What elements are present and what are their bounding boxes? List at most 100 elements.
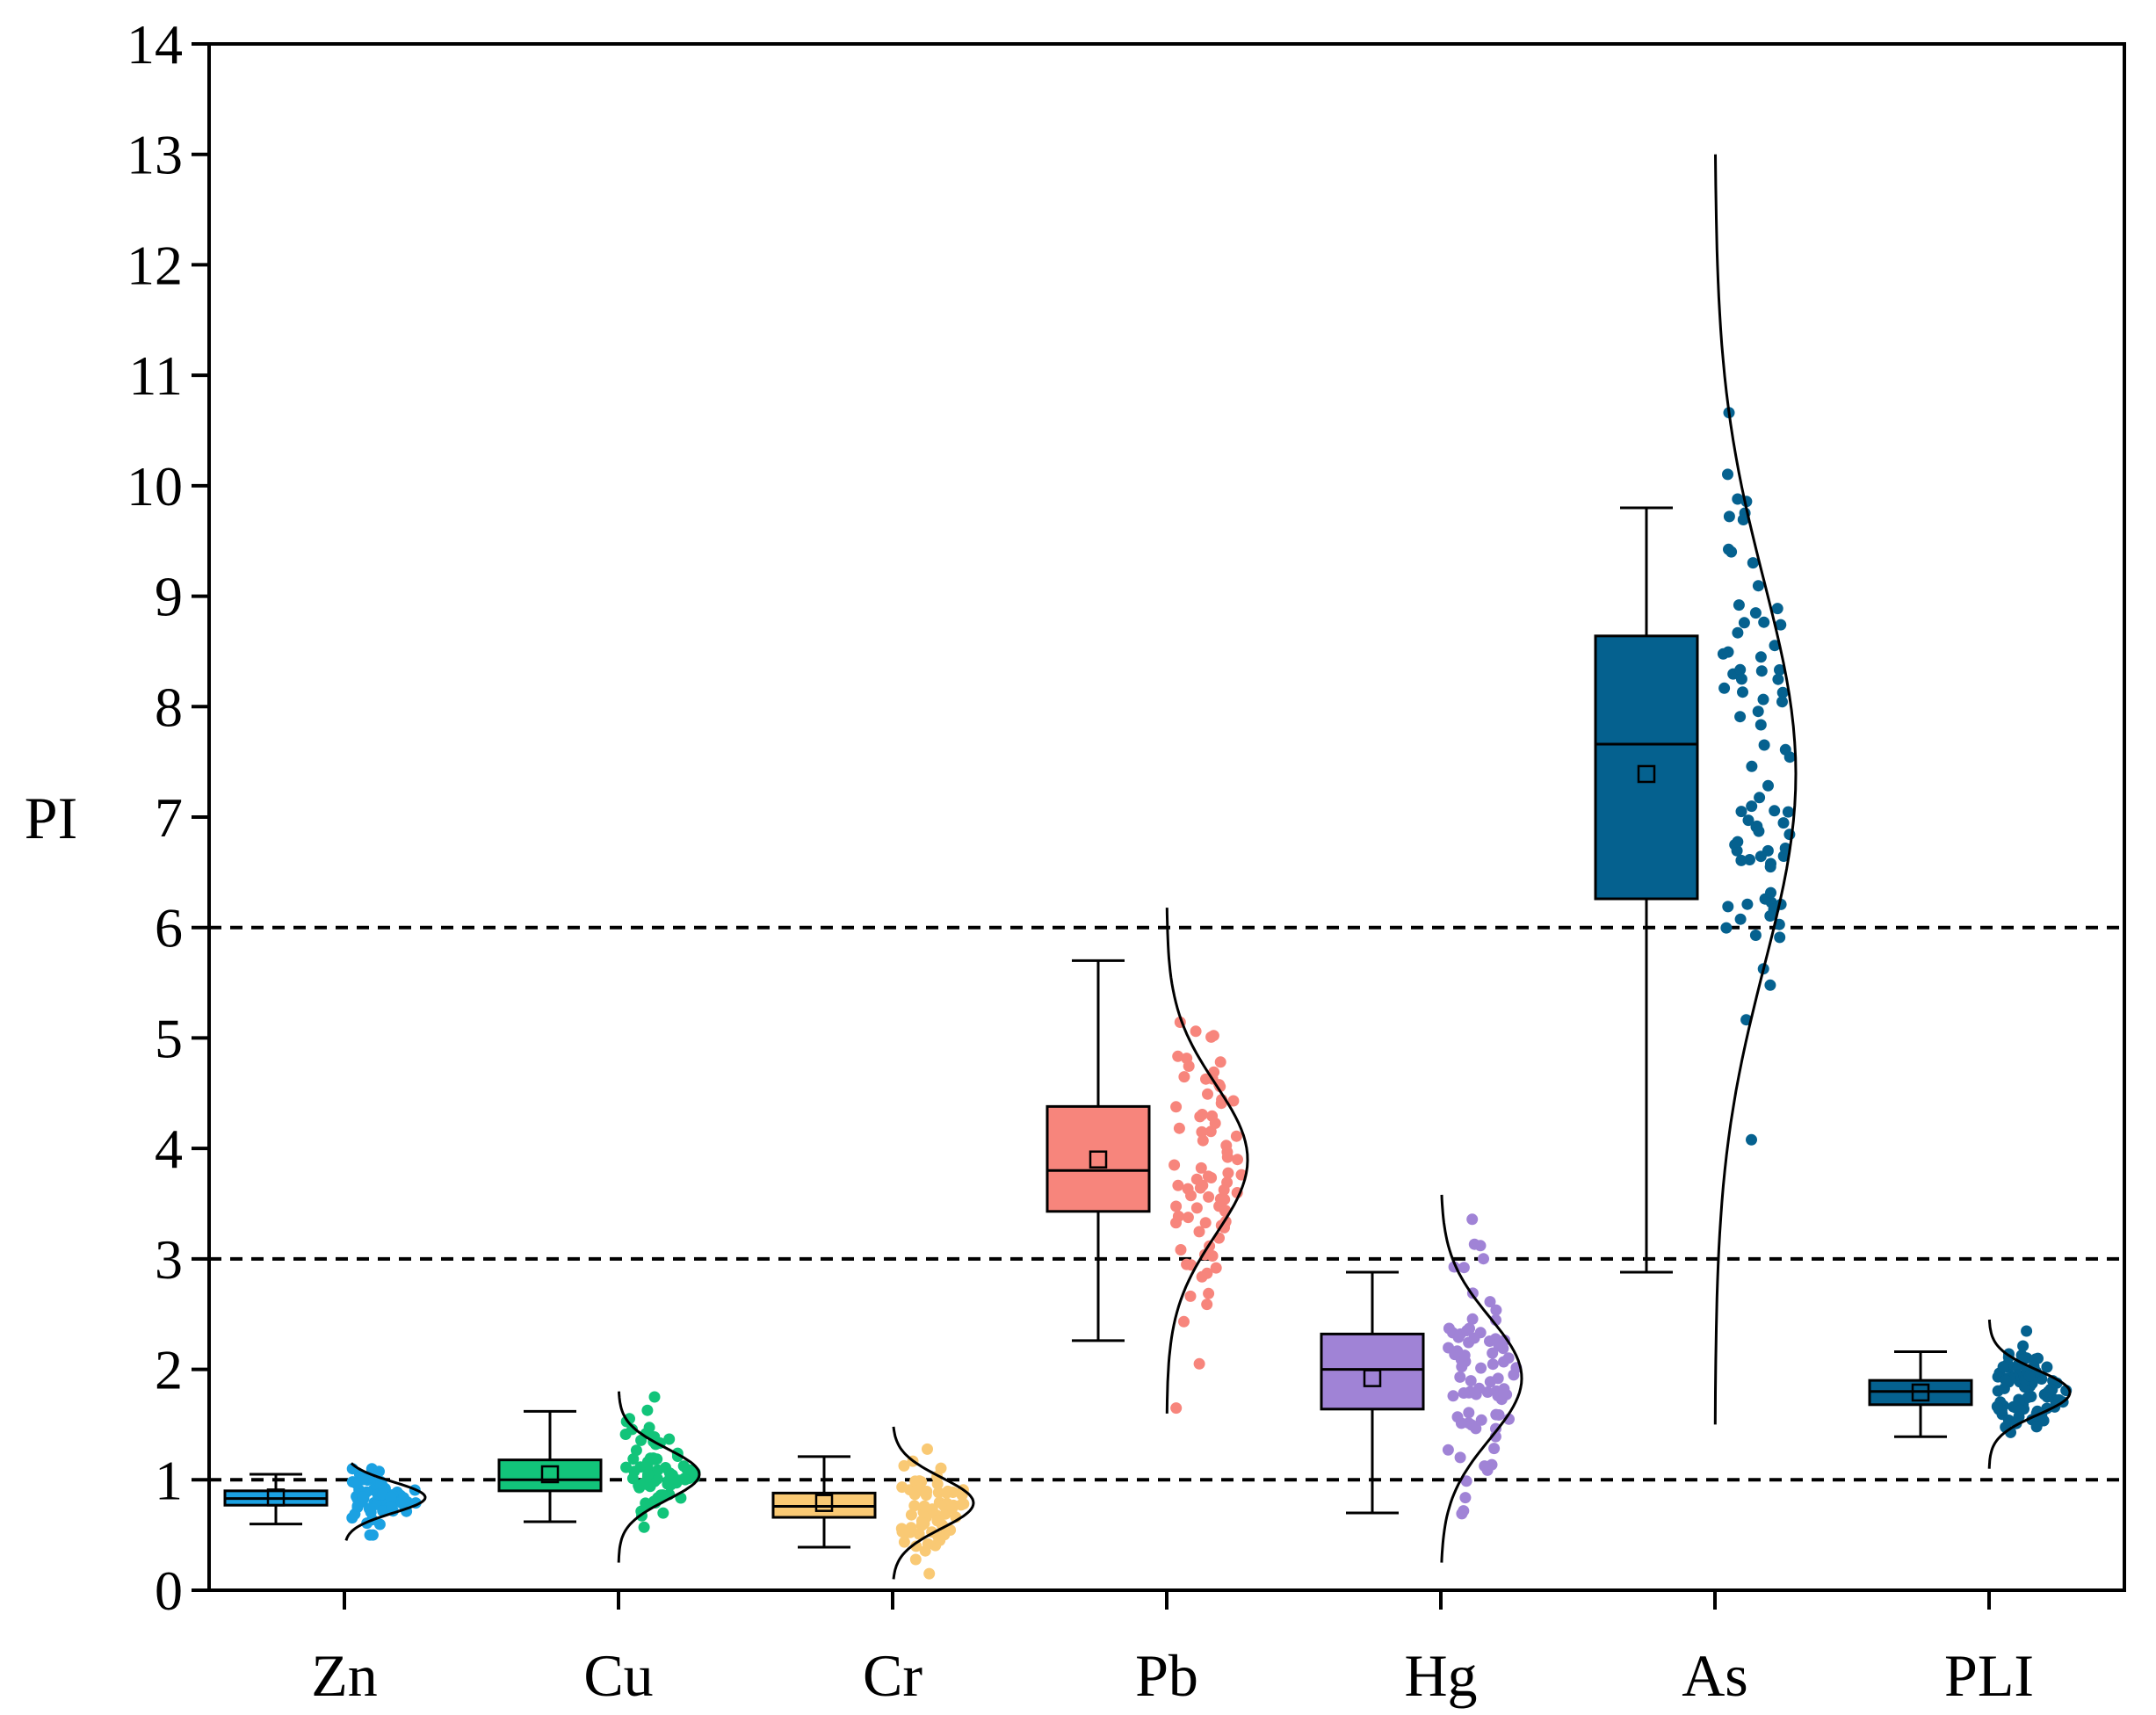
data-point: [1735, 854, 1747, 866]
y-tick-label: 12: [127, 234, 183, 296]
data-point: [1746, 1133, 1757, 1146]
data-point: [1182, 1183, 1194, 1195]
mean-marker: [1911, 1383, 1930, 1402]
data-point: [955, 1499, 967, 1511]
data-point: [921, 1486, 933, 1497]
data-point: [1484, 1296, 1496, 1308]
data-point: [2022, 1392, 2034, 1404]
y-axis-label: PI: [25, 785, 77, 851]
data-point: [1230, 1130, 1242, 1142]
data-point: [1481, 1386, 1494, 1398]
data-point: [1738, 617, 1750, 629]
data-point: [677, 1460, 690, 1473]
data-point: [2030, 1421, 2043, 1433]
data-point: [1769, 640, 1781, 652]
data-point: [1487, 1347, 1499, 1359]
data-point: [923, 1567, 936, 1580]
data-point: [638, 1521, 650, 1533]
data-point: [1466, 1313, 1479, 1325]
distribution-curve: [1987, 1319, 2072, 1469]
box: [1045, 1104, 1151, 1213]
data-point: [402, 1496, 414, 1508]
data-point: [657, 1507, 669, 1519]
data-point: [1170, 1402, 1183, 1415]
mean-marker: [266, 1488, 286, 1507]
data-point: [1734, 711, 1747, 723]
data-point: [1782, 806, 1794, 818]
data-point: [1201, 1299, 1213, 1311]
data-point: [914, 1475, 925, 1487]
data-point: [1197, 1134, 1209, 1147]
y-tick-label: 9: [155, 566, 183, 628]
data-point: [1732, 836, 1744, 848]
data-point: [1754, 651, 1767, 663]
data-point: [2017, 1340, 2029, 1352]
data-point: [1175, 1244, 1187, 1255]
data-point: [1227, 1095, 1240, 1107]
data-point: [1776, 696, 1788, 708]
data-point: [1193, 1226, 1205, 1238]
data-point: [1755, 665, 1768, 677]
data-point: [1196, 1109, 1208, 1120]
data-point: [1723, 510, 1735, 523]
data-point: [1221, 1146, 1234, 1158]
y-tick-label: 6: [155, 897, 183, 959]
data-point: [2013, 1396, 2025, 1408]
data-point: [1173, 1122, 1185, 1134]
data-point: [1723, 543, 1734, 555]
series-as: [1594, 154, 1798, 1425]
x-tick-label: As: [1682, 1642, 1748, 1709]
data-point: [1207, 1030, 1219, 1042]
data-point: [1468, 1238, 1480, 1250]
data-point: [627, 1453, 640, 1465]
data-point: [1733, 599, 1745, 611]
data-point: [663, 1433, 676, 1445]
data-point: [1447, 1390, 1459, 1402]
data-point: [946, 1501, 959, 1513]
box: [497, 1458, 603, 1493]
y-tick-label: 11: [128, 344, 183, 407]
x-axis: Zn Cu Cr Pb Hg As PLI: [311, 1590, 2034, 1709]
data-point: [1742, 814, 1754, 827]
data-point: [944, 1524, 957, 1536]
data-point: [1737, 514, 1749, 525]
data-point: [1732, 493, 1744, 505]
data-point: [1774, 664, 1785, 676]
data-point: [1479, 1460, 1491, 1473]
data-point: [1741, 898, 1754, 910]
y-tick-label: 14: [127, 13, 183, 76]
plot-frame: [207, 42, 2126, 1592]
mean-marker: [814, 1494, 834, 1512]
y-tick-label: 4: [155, 1118, 183, 1180]
data-point: [909, 1553, 922, 1566]
x-tick-label: PLI: [1944, 1642, 2034, 1709]
data-point: [1764, 910, 1776, 922]
data-point: [1493, 1409, 1505, 1421]
data-point: [1170, 1101, 1183, 1113]
data-point: [1765, 886, 1776, 899]
x-tick-label: Pb: [1135, 1642, 1198, 1709]
data-point: [1737, 686, 1748, 698]
data-point: [940, 1487, 952, 1499]
data-point: [1779, 743, 1791, 756]
data-point: [1484, 1335, 1495, 1347]
data-point: [1490, 1304, 1502, 1316]
data-point: [1170, 1200, 1183, 1212]
data-point: [377, 1505, 389, 1517]
data-point: [363, 1502, 375, 1515]
data-point: [905, 1509, 917, 1521]
distribution-curve: [1165, 908, 1249, 1414]
data-point: [1210, 1262, 1222, 1274]
data-point: [672, 1474, 684, 1487]
data-point: [652, 1464, 664, 1476]
data-point: [1454, 1451, 1466, 1464]
data-point: [1209, 1118, 1221, 1129]
data-point: [1717, 648, 1729, 660]
series-cu: [497, 1391, 701, 1563]
data-point: [1218, 1183, 1230, 1196]
distribution-curve: [617, 1391, 701, 1563]
distribution-curve: [892, 1426, 975, 1580]
data-point: [1454, 1371, 1466, 1383]
data-point: [1475, 1362, 1487, 1374]
